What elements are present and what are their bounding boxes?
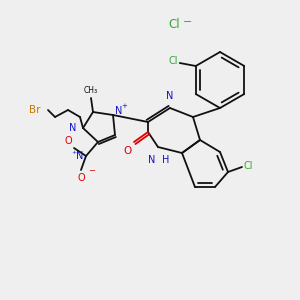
Text: Cl: Cl (244, 161, 254, 171)
Text: O: O (64, 136, 72, 146)
Text: Cl: Cl (168, 19, 180, 32)
Text: H: H (162, 155, 169, 165)
Text: O: O (124, 146, 132, 156)
Text: −: − (88, 167, 95, 176)
Text: N: N (148, 155, 155, 165)
Text: N: N (115, 106, 122, 116)
Text: Cl: Cl (168, 56, 178, 66)
Text: N: N (76, 151, 83, 161)
Text: −: − (183, 17, 192, 27)
Text: O: O (77, 173, 85, 183)
Text: +: + (72, 151, 77, 155)
Text: N: N (69, 123, 76, 133)
Text: Br: Br (28, 105, 40, 115)
Text: CH₃: CH₃ (84, 86, 98, 95)
Text: N: N (166, 91, 174, 101)
Text: +: + (121, 103, 127, 109)
